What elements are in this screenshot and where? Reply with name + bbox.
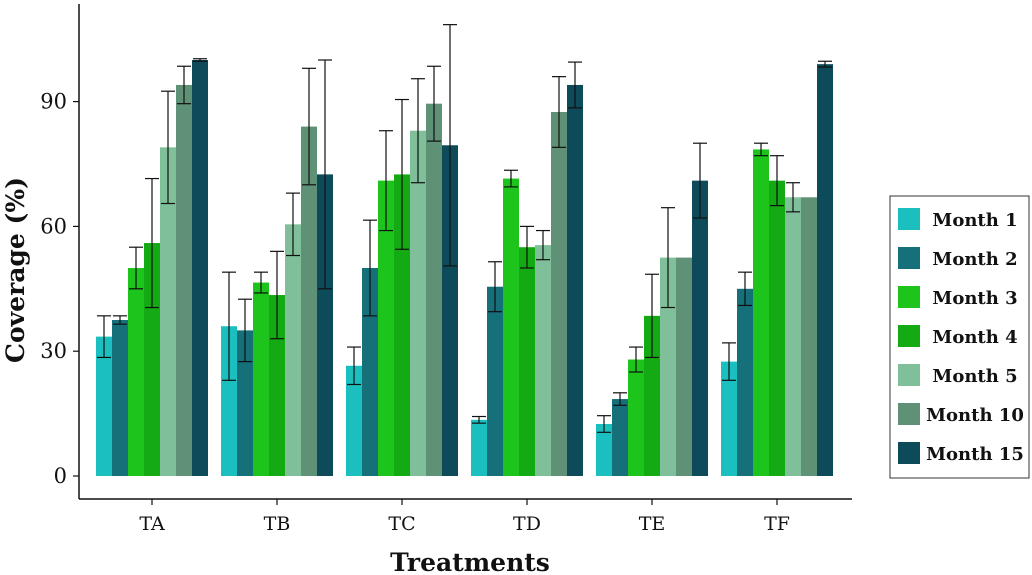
bar-te-month-1	[596, 424, 612, 476]
bar-tf-month-2	[737, 288, 753, 476]
bar-te-month-2	[612, 399, 628, 476]
bar-tf-month-1	[721, 361, 737, 476]
legend-swatch-month-15	[898, 442, 920, 464]
legend-swatch-month-4	[898, 325, 920, 347]
x-tick-label: TE	[639, 513, 666, 535]
legend-label-month-10: Month 10	[926, 405, 1024, 426]
bar-tf-month-3	[753, 149, 769, 476]
bar-tf-month-5	[785, 197, 801, 476]
bar-tf-month-10	[801, 197, 817, 476]
legend-label-month-15: Month 15	[926, 444, 1024, 465]
bar-td-month-10	[551, 112, 567, 476]
legend-swatch-month-3	[898, 286, 920, 308]
x-tick-label: TB	[264, 513, 291, 535]
bar-ta-month-4	[144, 243, 160, 476]
bar-tb-month-5	[285, 224, 301, 476]
bar-tb-month-2	[237, 330, 253, 476]
bar-tc-month-2	[362, 268, 378, 476]
bar-tc-month-1	[346, 365, 362, 476]
bar-te-month-3	[628, 359, 644, 476]
bar-tb-month-15	[317, 174, 333, 476]
legend-label-month-4: Month 4	[932, 327, 1017, 348]
legend: Month 1 Month 2 Month 3 Month 4 Month 5 Month…	[889, 195, 1030, 479]
bar-tc-month-10	[426, 103, 442, 477]
y-tick-label: 60	[40, 214, 67, 238]
x-axis-title: Treatments	[390, 548, 550, 575]
bar-td-month-15	[567, 84, 583, 477]
bar-tb-month-4	[269, 295, 285, 476]
bar-tb-month-3	[253, 282, 269, 476]
bar-td-month-2	[487, 286, 503, 476]
y-tick-label: 30	[40, 339, 67, 363]
error-bars-layer	[97, 24, 832, 433]
x-tick-label: TC	[388, 513, 415, 535]
bar-te-month-4	[644, 315, 660, 476]
bar-tb-month-10	[301, 126, 317, 476]
bar-ta-month-1	[96, 336, 112, 476]
legend-swatch-month-10	[898, 403, 920, 425]
bar-tc-month-15	[442, 145, 458, 476]
legend-swatch-month-2	[898, 247, 920, 269]
bar-td-month-3	[503, 178, 519, 476]
bar-te-month-5	[660, 257, 676, 476]
x-ticks: TA TB TC TD TE TF	[139, 499, 790, 535]
y-ticks: 0 30 60 90	[40, 90, 79, 488]
bar-tf-month-4	[769, 180, 785, 476]
bar-tf-month-15	[817, 64, 833, 476]
bar-td-month-5	[535, 245, 551, 476]
bar-ta-month-2	[112, 320, 128, 476]
bar-te-month-10	[676, 257, 692, 476]
bar-td-month-1	[471, 419, 487, 476]
bar-ta-month-10	[176, 84, 192, 477]
y-tick-label: 90	[40, 90, 67, 114]
y-axis-title: Coverage (%)	[1, 177, 30, 363]
legend-label-month-2: Month 2	[932, 249, 1017, 270]
bar-ta-month-3	[128, 268, 144, 476]
bar-ta-month-15	[192, 60, 208, 476]
bars-layer	[96, 60, 833, 477]
bar-te-month-15	[692, 180, 708, 476]
bar-tb-month-1	[221, 326, 237, 476]
x-tick-label: TF	[764, 513, 790, 535]
legend-label-month-5: Month 5	[932, 366, 1017, 387]
x-tick-label: TD	[513, 513, 541, 535]
bar-td-month-4	[519, 247, 535, 476]
legend-swatch-month-5	[898, 364, 920, 386]
legend-swatch-month-1	[898, 208, 920, 230]
x-tick-label: TA	[139, 513, 165, 535]
legend-label-month-3: Month 3	[932, 288, 1017, 309]
legend-label-month-1: Month 1	[932, 210, 1017, 231]
y-tick-label: 0	[54, 464, 67, 488]
bar-tc-month-3	[378, 180, 394, 476]
bar-ta-month-5	[160, 147, 176, 477]
bar-tc-month-5	[410, 130, 426, 476]
